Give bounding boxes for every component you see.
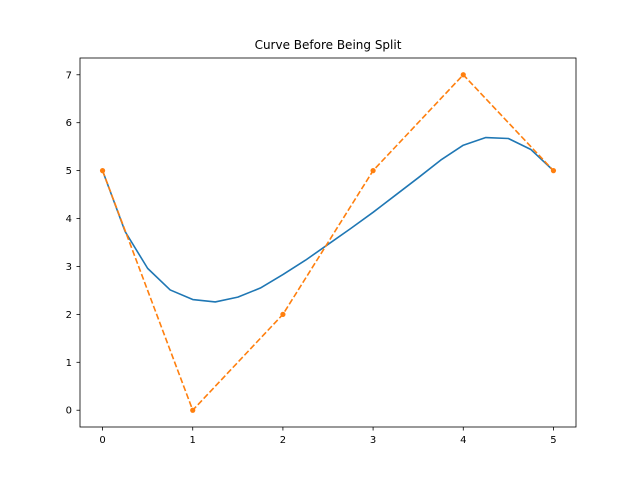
chart-title: Curve Before Being Split — [255, 38, 402, 52]
y-tick-label: 5 — [66, 166, 72, 177]
series-line-2 — [101, 73, 555, 412]
y-tick-label: 6 — [66, 118, 72, 129]
axes-layer: 0 1 2 3 4 5 0 1 2 3 4 5 6 7 — [66, 57, 577, 446]
x-tick-label: 4 — [460, 435, 466, 446]
series-line-1 — [101, 136, 554, 303]
data-point — [370, 168, 376, 174]
y-tick-label: 2 — [66, 310, 72, 321]
y-tick-label: 1 — [66, 358, 72, 369]
plot-frame — [79, 57, 577, 428]
x-tick-label: 2 — [280, 435, 286, 446]
data-point — [550, 168, 557, 174]
data-point — [280, 311, 286, 317]
data-point — [99, 168, 106, 174]
x-tick-label: 3 — [370, 435, 376, 446]
y-tick-label: 3 — [66, 262, 72, 273]
data-point — [190, 407, 196, 413]
series-layer — [99, 72, 557, 413]
x-tick-label: 5 — [550, 435, 556, 446]
data-point — [460, 72, 466, 78]
y-tick-label: 7 — [66, 70, 72, 81]
y-tick-label: 0 — [66, 406, 72, 417]
y-tick-label: 4 — [66, 214, 72, 225]
x-tick-label: 1 — [190, 435, 196, 446]
x-tick-label: 0 — [99, 435, 105, 446]
